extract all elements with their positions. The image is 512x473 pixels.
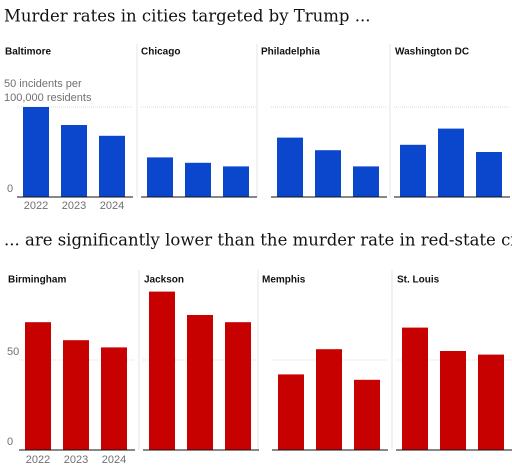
- x-tick-label: 2023: [64, 454, 88, 466]
- bar: [61, 125, 87, 197]
- heading: Murder rates in cities targeted by Trump…: [4, 7, 370, 26]
- bar: [278, 374, 304, 450]
- bar: [25, 322, 51, 450]
- bar: [438, 128, 464, 197]
- x-tick-label: 2024: [102, 454, 126, 466]
- bar: [187, 315, 213, 450]
- y-tick-label: 50 incidents per 100,000 residents: [4, 78, 92, 104]
- chart-title: Jackson: [144, 275, 184, 286]
- x-tick-label: 2023: [62, 200, 86, 212]
- x-tick-label: 2022: [24, 200, 48, 212]
- bar: [316, 349, 342, 450]
- chart-title: Birmingham: [8, 275, 66, 286]
- bar: [149, 291, 175, 450]
- bar: [223, 166, 249, 197]
- bar: [185, 162, 211, 197]
- bar: [277, 137, 303, 197]
- bar: [63, 340, 89, 450]
- bar: [402, 327, 428, 450]
- bar: [99, 135, 125, 197]
- bar: [147, 157, 173, 197]
- y-tick-label: 50 incidents per 100,000 residents: [4, 78, 92, 104]
- chart-title: Chicago: [141, 47, 180, 58]
- bar: [440, 351, 466, 450]
- heading: ... are significantly lower than the mur…: [4, 231, 512, 250]
- chart-title: St. Louis: [397, 275, 440, 286]
- bar: [478, 354, 504, 450]
- y-tick-label: 50: [7, 346, 19, 358]
- bar: [476, 152, 502, 197]
- bar: [400, 144, 426, 197]
- chart-title: Memphis: [262, 275, 306, 286]
- bar: [225, 322, 251, 450]
- x-tick-label: 2022: [26, 454, 50, 466]
- bar: [23, 107, 49, 197]
- bar: [315, 150, 341, 197]
- chart-title: Philadelphia: [261, 47, 320, 58]
- bar: [101, 347, 127, 450]
- chart-title: Baltimore: [5, 47, 52, 58]
- y-tick-label: 0: [7, 436, 13, 448]
- chart-title: Washington DC: [395, 47, 469, 58]
- bar: [353, 166, 379, 197]
- x-tick-label: 2024: [100, 200, 124, 212]
- y-tick-label: 0: [7, 183, 13, 195]
- bar: [354, 379, 380, 450]
